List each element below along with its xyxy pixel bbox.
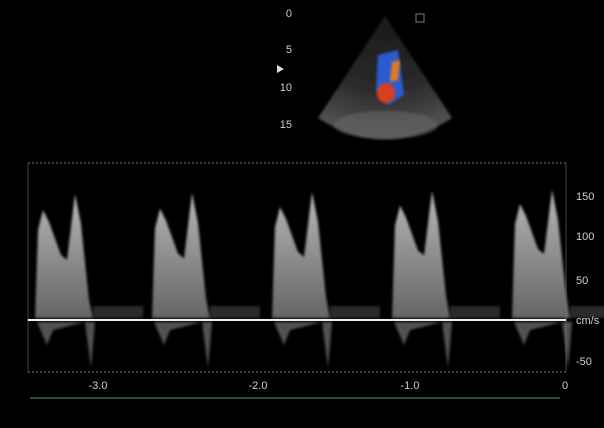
doppler-noise xyxy=(570,306,604,318)
doppler-reverse xyxy=(394,322,452,368)
doppler-noise xyxy=(450,306,500,318)
doppler-envelope xyxy=(512,190,570,318)
doppler-envelope xyxy=(272,192,330,318)
velocity-unit: cm/s xyxy=(576,315,600,327)
color-flow-orange xyxy=(390,60,400,82)
velocity-label: 150 xyxy=(576,191,594,203)
depth-label: 10 xyxy=(280,82,292,94)
doppler-noise xyxy=(210,306,260,318)
doppler-envelope xyxy=(152,193,210,318)
depth-label: 5 xyxy=(286,44,292,56)
focus-marker xyxy=(415,13,425,23)
time-label: -3.0 xyxy=(89,380,108,392)
time-label: -2.0 xyxy=(249,380,268,392)
depth-label: 0 xyxy=(286,8,292,20)
doppler-reverse xyxy=(154,322,212,368)
time-label: 0 xyxy=(562,380,568,392)
time-label: -1.0 xyxy=(401,380,420,392)
doppler-envelope xyxy=(35,194,93,318)
doppler-envelope xyxy=(392,191,450,318)
color-flow-red xyxy=(377,83,395,103)
velocity-label: 50 xyxy=(576,275,588,287)
velocity-label: -50 xyxy=(576,356,592,368)
doppler-noise xyxy=(93,306,143,318)
doppler-reverse xyxy=(37,322,95,368)
velocity-label: 100 xyxy=(576,231,594,243)
doppler-noise xyxy=(330,306,380,318)
doppler-waveforms xyxy=(35,190,604,368)
echo-tissue xyxy=(334,111,438,139)
doppler-reverse xyxy=(514,322,572,368)
doppler-reverse xyxy=(274,322,332,368)
depth-label: 15 xyxy=(280,119,292,131)
focus-arrow xyxy=(277,65,284,73)
